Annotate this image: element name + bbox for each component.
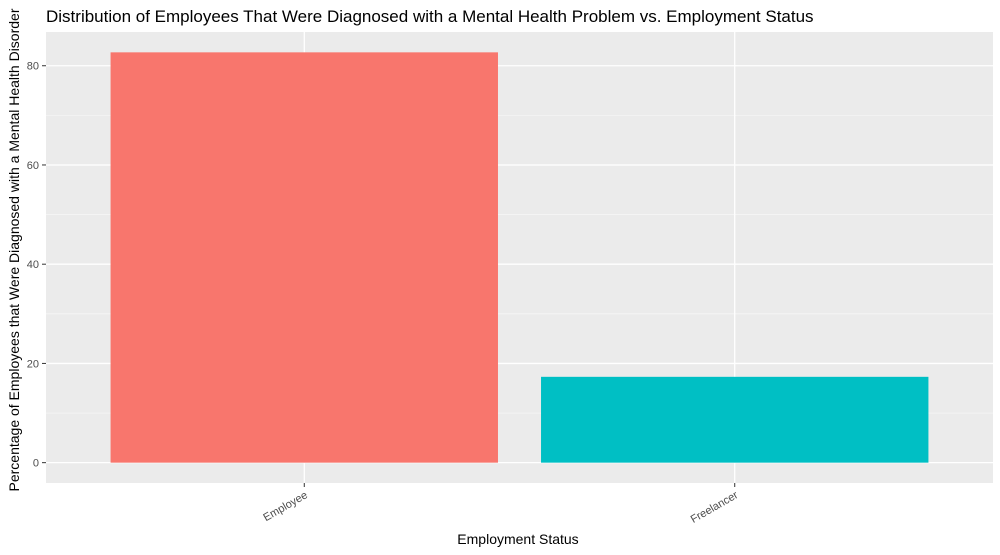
y-tick-label: 40	[27, 259, 39, 271]
bar-freelancer	[541, 376, 929, 463]
bar-employee	[110, 52, 498, 463]
x-tick-label: Freelancer	[689, 489, 741, 526]
y-axis-title: Percentage of Employees that Were Diagno…	[6, 8, 22, 491]
y-tick-label: 0	[33, 458, 39, 470]
y-axis: 0 20 40 60 80	[27, 61, 46, 470]
bars	[110, 52, 929, 463]
x-tick-label: Employee	[261, 489, 309, 524]
y-tick-label: 80	[27, 61, 39, 73]
chart-title: Distribution of Employees That Were Diag…	[46, 7, 814, 26]
y-tick-label: 60	[27, 160, 39, 172]
y-tick-label: 20	[27, 358, 39, 370]
x-axis: Employee Freelancer	[261, 483, 741, 526]
x-axis-title: Employment Status	[457, 531, 578, 547]
